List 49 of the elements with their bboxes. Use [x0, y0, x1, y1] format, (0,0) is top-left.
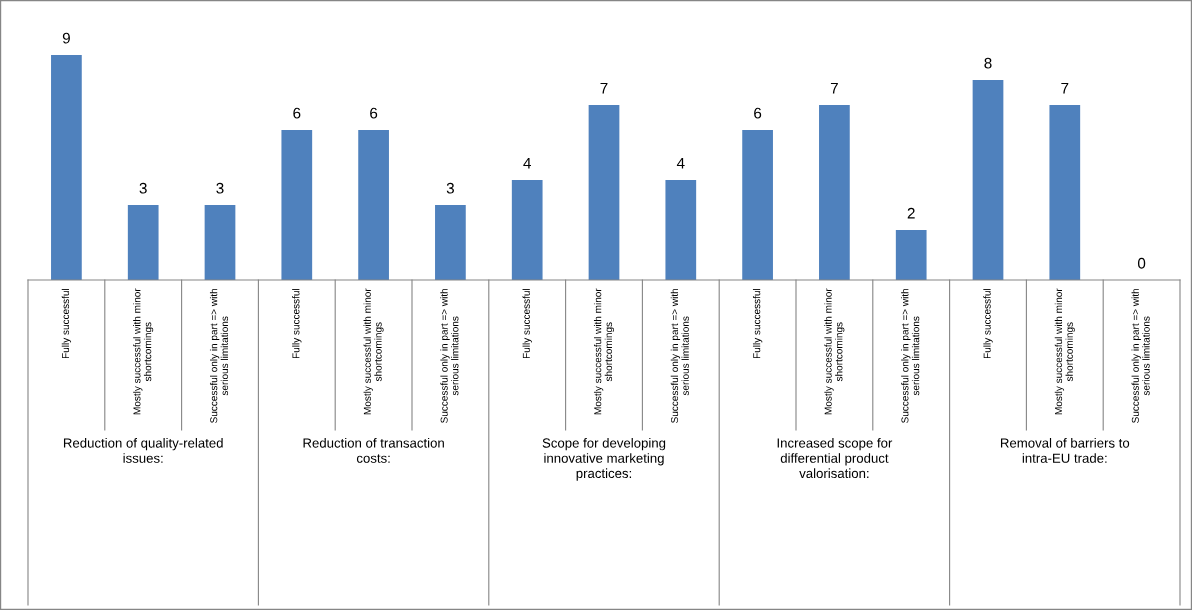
x-tick-label: Successful only in part => with serious limitations	[670, 288, 689, 423]
data-label: 9	[62, 32, 70, 44]
bar	[127, 204, 159, 280]
bar	[281, 129, 313, 280]
data-label: 4	[523, 157, 531, 169]
bar	[1049, 104, 1081, 280]
data-label: 3	[216, 182, 224, 194]
x-tick-label: Fully successful	[983, 289, 993, 359]
x-tick-label: Fully successful	[752, 289, 763, 359]
data-label: 4	[676, 157, 685, 169]
x-tick-label: Successful only in part => with serious limitations	[209, 288, 229, 423]
x-tick-label: Successful only in part => with serious limitations	[901, 288, 920, 423]
text: Reduction of quality-related issues:	[63, 438, 223, 463]
data-label: 0	[1137, 257, 1146, 269]
data-label: 3	[446, 182, 454, 194]
bar	[435, 204, 466, 280]
x-tick-label: Fully successful	[522, 289, 532, 359]
bar	[972, 79, 1004, 280]
x-tick-label: Mostly successful with minor shortcomings	[133, 288, 154, 415]
data-label: 7	[1061, 82, 1069, 94]
x-tick-label: Fully successful	[292, 289, 302, 359]
bar	[204, 204, 236, 280]
bar	[665, 179, 697, 280]
bar	[819, 104, 850, 280]
data-label: 7	[600, 82, 608, 94]
bar	[511, 179, 543, 280]
bar	[358, 129, 389, 280]
text: Reduction of transaction costs:	[303, 438, 444, 463]
data-label: 7	[830, 82, 838, 94]
x-tick-label: Mostly successful with minor shortcomings	[363, 288, 384, 415]
bar	[51, 54, 82, 280]
data-label: 8	[984, 57, 992, 69]
bar	[588, 104, 620, 280]
x-tick-label: Successful only in part => with serious limitations	[440, 288, 459, 423]
data-label: 2	[907, 207, 915, 219]
x-tick-label: Mostly successful with minor shortcomings	[593, 288, 615, 415]
x-tick-label: Mostly successful with minor shortcomings	[1054, 288, 1075, 415]
bar	[895, 229, 927, 280]
text: Increased scope for differential product valorisation:	[777, 438, 893, 479]
x-tick-label: Fully successful	[61, 289, 72, 359]
x-tick-label: Successful only in part => with serious limitations	[1131, 288, 1150, 423]
x-tick-label: Mostly successful with minor shortcomings	[824, 288, 845, 415]
text: Removal of barriers to intra-EU trade:	[1000, 438, 1130, 463]
data-label: 6	[754, 107, 762, 119]
bar	[742, 129, 773, 280]
text: Scope for developing innovative marketing practices:	[542, 438, 666, 481]
data-label: 6	[293, 107, 301, 119]
data-label: 3	[139, 182, 147, 194]
data-label: 6	[370, 107, 378, 119]
